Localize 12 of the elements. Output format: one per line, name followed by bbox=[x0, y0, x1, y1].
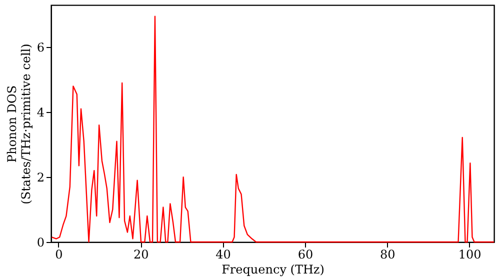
y-tick-label: 0 bbox=[36, 236, 44, 250]
y-tick-label: 2 bbox=[36, 170, 44, 185]
y-tick-label: 4 bbox=[36, 106, 45, 120]
y-axis-title: Phonon DOS (States/THz·primitive cell) bbox=[4, 44, 33, 204]
x-axis-title: Frequency (THz) bbox=[222, 262, 324, 276]
x-tick-label: 40 bbox=[216, 248, 231, 262]
x-tick-label: 60 bbox=[298, 248, 314, 262]
x-tick-label: 100 bbox=[458, 248, 482, 262]
x-tick-label: 20 bbox=[133, 248, 149, 262]
x-tick-label: 80 bbox=[380, 248, 396, 262]
x-tick-label: 0 bbox=[55, 248, 63, 262]
y-tick-label: 6 bbox=[36, 40, 44, 55]
